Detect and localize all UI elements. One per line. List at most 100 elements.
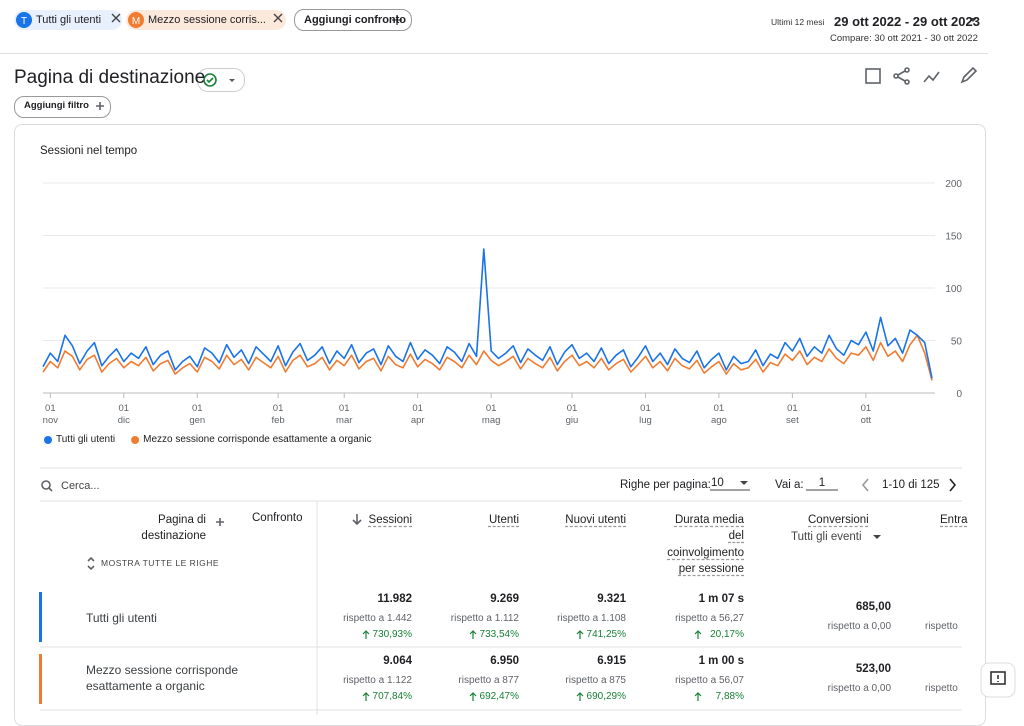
search: Cerca... — [61, 480, 100, 492]
chip-label: Mezzo sessione corris... — [148, 14, 266, 26]
y-tick-label: 50 — [951, 337, 963, 348]
show-all: MOSTRA TUTTE LE RIGHE — [101, 558, 220, 568]
y-tick-label: 100 — [945, 284, 962, 295]
legend-label: Mezzo sessione corrisponde esattamente a… — [143, 434, 372, 445]
date-preset: Ultimi 12 mesi — [771, 17, 825, 27]
column-header: Entra — [940, 514, 968, 526]
legend-swatch — [131, 436, 140, 444]
legend-swatch — [44, 436, 52, 444]
up-arrow — [694, 630, 702, 639]
x-tick-label: 01 apr — [410, 403, 425, 426]
filter-button[interactable] — [14, 96, 111, 118]
dimension-header: Pagina di destinazione — [141, 514, 206, 542]
cell-change: 741,25% — [586, 629, 626, 640]
cell-change: 690,29% — [586, 691, 626, 702]
cell-value: 1 m 00 s — [698, 655, 744, 667]
x-tick-label: 01 dic — [117, 403, 130, 426]
cell-value: 9.269 — [490, 593, 519, 605]
date-range: 29 ott 2022 - 29 ott 2023 — [834, 14, 980, 29]
page-title: Pagina di destinazione — [14, 67, 206, 88]
cell-value: 6.915 — [597, 655, 626, 667]
cell-value: 685,00 — [855, 601, 891, 613]
chip[interactable] — [14, 10, 122, 30]
up-arrow — [694, 692, 702, 701]
divider — [0, 53, 988, 54]
x-tick-label: 01 nov — [42, 403, 58, 426]
add-compare-label: Aggiungi confronto — [304, 14, 407, 26]
up-arrow — [576, 630, 584, 639]
up-arrow — [576, 692, 584, 701]
up-arrow — [469, 630, 477, 639]
cell-compare: rispetto a 875 — [565, 675, 626, 686]
chip-letter: M — [132, 16, 140, 27]
cell-compare: rispetto a 0,00 — [827, 683, 891, 694]
goto-value: 1 — [818, 477, 826, 489]
cell-value: 523,00 — [855, 663, 891, 675]
chip-label: Tutti gli utenti — [36, 14, 102, 26]
cell-value: 1 m 07 s — [698, 593, 744, 605]
cell-compare: rispetto a 877 — [458, 675, 519, 686]
y-tick-label: 0 — [956, 389, 962, 400]
cell-value: 9.321 — [597, 593, 626, 605]
cell-compare: rispetto — [925, 683, 958, 694]
chip-letter: T — [21, 16, 27, 27]
x-tick-label: 01 lug — [639, 403, 652, 426]
legend-label: Tutti gli utenti — [56, 434, 116, 445]
up-arrow — [362, 692, 370, 701]
cell-compare: rispetto a 56,07 — [675, 675, 744, 686]
column-header: Utenti — [488, 514, 519, 526]
y-tick-label: 150 — [945, 232, 962, 243]
column-header: Conversioni — [808, 514, 869, 526]
chip[interactable] — [126, 10, 286, 30]
cell-value: 9.064 — [383, 655, 412, 667]
cell-compare: rispetto a 1.112 — [450, 613, 519, 624]
conversions-filter: Tutti gli eventi — [791, 531, 862, 543]
column-header: Nuovi utenti — [565, 514, 626, 526]
x-tick-label: 01 set — [786, 403, 799, 426]
cell-compare: rispetto a 1.442 — [343, 613, 412, 624]
cell-change: 730,93% — [372, 629, 412, 640]
cell-change: 20,17% — [710, 629, 744, 640]
row-indicator — [39, 654, 42, 704]
status-chip[interactable] — [197, 68, 245, 92]
cell-compare: rispetto a 56,27 — [675, 613, 744, 624]
up-arrow — [362, 630, 370, 639]
cell-compare: rispetto a 1.108 — [557, 613, 626, 624]
series-line — [42, 248, 933, 379]
y-tick-label: 200 — [945, 179, 962, 190]
filter-label: Aggiungi filtro — [24, 100, 89, 111]
cell-compare: rispetto — [925, 621, 958, 632]
x-tick-label: 01 ago — [710, 403, 727, 426]
x-tick-label: 01 gen — [189, 403, 206, 426]
row-name: Mezzo sessione corrisponde esattamente a… — [86, 663, 239, 693]
pagination: 1-10 di 125 — [882, 479, 940, 491]
rows-value: 10 — [711, 477, 724, 489]
cell-change: 733,54% — [479, 629, 519, 640]
rows-label: Righe per pagina: — [620, 479, 711, 491]
up-arrow — [469, 692, 477, 701]
goto-label: Vai a: — [775, 479, 804, 491]
cell-change: 707,84% — [372, 691, 412, 702]
x-tick-label: 01 mar — [336, 403, 353, 426]
column-header: Sessioni — [368, 514, 412, 526]
x-tick-label: 01 feb — [271, 403, 285, 426]
row-name: Tutti gli utenti — [86, 611, 157, 625]
x-tick-label: 01 mag — [481, 403, 501, 426]
series-line — [42, 334, 933, 381]
x-tick-label: 01 giu — [565, 403, 579, 426]
cell-change: 7,88% — [715, 691, 744, 702]
cell-compare: rispetto a 1.122 — [343, 675, 412, 686]
cell-value: 11.982 — [377, 593, 412, 605]
add-compare-button[interactable] — [294, 9, 412, 31]
compare-range: Compare: 30 ott 2021 - 30 ott 2022 — [830, 33, 978, 44]
row-indicator — [39, 592, 42, 642]
cell-change: 692,47% — [479, 691, 519, 702]
x-tick-label: 01 ott — [860, 403, 872, 426]
chart-title: Sessioni nel tempo — [40, 145, 138, 157]
column-header: Durata media del coinvolgimento per sess… — [667, 514, 744, 575]
cell-compare: rispetto a 0,00 — [827, 621, 891, 632]
compare-header: Confronto — [252, 512, 303, 524]
cell-value: 6.950 — [490, 655, 519, 667]
